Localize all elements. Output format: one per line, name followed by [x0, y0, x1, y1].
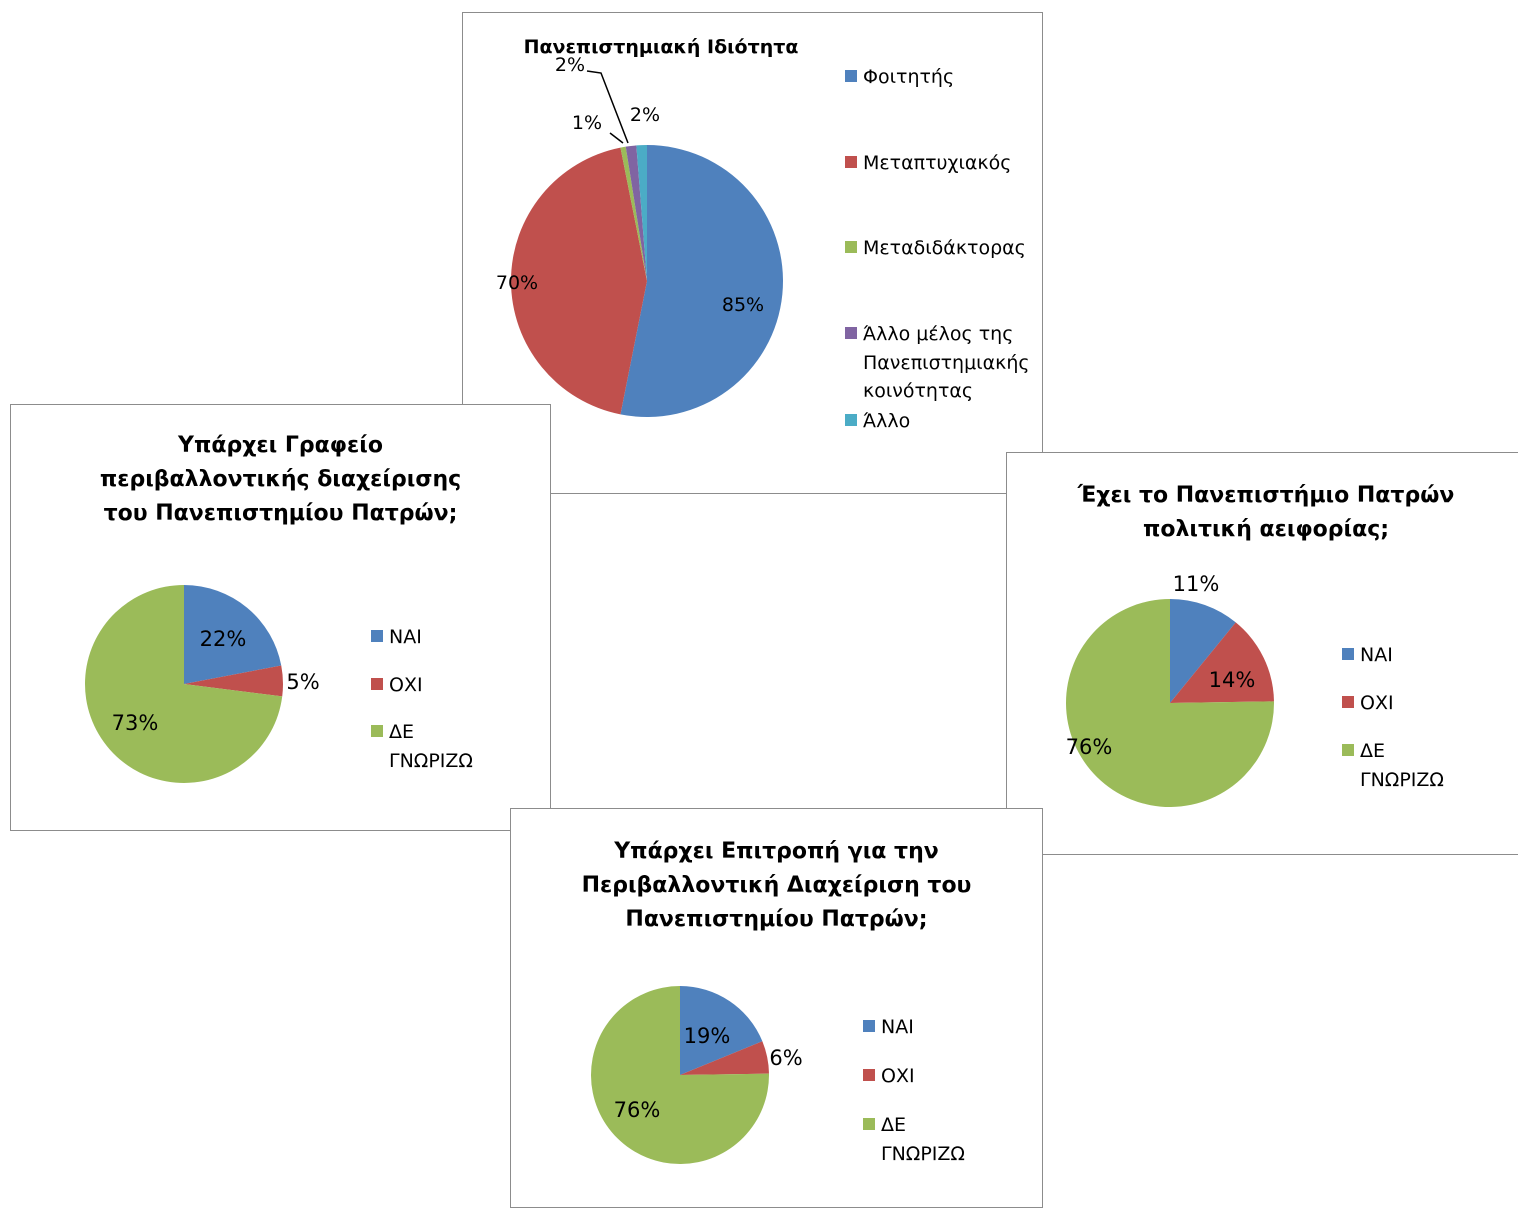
chart-title: Υπάρχει Γραφείο περιβαλλοντικής διαχείρι… — [99, 433, 462, 527]
chart-title: Έχει το Πανεπιστήμιο Πατρών πολιτική αει… — [1077, 483, 1455, 543]
pie-slice-2[interactable] — [1170, 622, 1274, 703]
pie-chart-grafeio: 22% 5% 73% — [85, 585, 320, 783]
pie-chart-aeiforia: 11% 14% 76% — [1066, 572, 1274, 807]
legend-item-metaptyxiakos[interactable]: Μεταπτυχιακός — [845, 149, 1011, 178]
chart-panel-grafeio: Υπάρχει Γραφείο περιβαλλοντικής διαχείρι… — [10, 404, 551, 831]
legend-label: ΝΑΙ — [1360, 644, 1393, 666]
leader-line — [609, 132, 624, 144]
chart-panel-aeiforia: Έχει το Πανεπιστήμιο Πατρών πολιτική αει… — [1006, 452, 1518, 855]
legend-label: ΟΧΙ — [881, 1065, 915, 1087]
legend-swatch — [863, 1117, 875, 1130]
chart-panel-idiotita: Πανεπιστημιακή Ιδιότητα 85% 70% 1% 2% 2% Φοι… — [462, 12, 1043, 494]
legend-label: ΟΧΙ — [1360, 692, 1394, 714]
legend-swatch — [845, 155, 857, 168]
pie-slice-1[interactable] — [184, 585, 282, 684]
legend-swatch — [845, 240, 857, 253]
pie-chart-idiotita: 85% 70% 1% 2% 2% — [496, 54, 783, 417]
legend-label: ΟΧΙ — [389, 674, 423, 696]
legend-item-de-gnorizo[interactable]: ΔΕ ΓΝΩΡΙΖΩ — [1342, 737, 1444, 794]
pie-slice-2[interactable] — [680, 1041, 769, 1075]
leader-line — [586, 70, 629, 144]
data-label: 85% — [722, 294, 764, 316]
data-label: 76% — [614, 1098, 661, 1122]
chart-title: Πανεπιστημιακή Ιδιότητα — [523, 36, 799, 58]
legend-label: ΝΑΙ — [389, 626, 422, 648]
pie-slice-1[interactable] — [680, 986, 763, 1075]
legend-swatch — [845, 69, 857, 82]
data-label: 2% — [630, 104, 660, 126]
legend-label: Άλλο — [863, 410, 911, 432]
data-label: 2% — [555, 54, 585, 76]
legend-item-de-gnorizo[interactable]: ΔΕ ΓΝΩΡΙΖΩ — [863, 1111, 965, 1168]
legend-swatch — [845, 413, 857, 426]
legend-label: ΔΕ ΓΝΩΡΙΖΩ — [881, 1114, 965, 1165]
pie-slice-1[interactable] — [620, 145, 783, 417]
legend-label: Άλλο μέλος της Πανεπιστημιακής κοινότητα… — [863, 323, 1030, 402]
legend-item-fititis[interactable]: Φοιτητής — [845, 63, 954, 92]
pie-slice-1[interactable] — [1170, 599, 1236, 703]
data-label: 76% — [1066, 735, 1113, 759]
legend-swatch — [1342, 695, 1354, 708]
legend-swatch — [1342, 743, 1354, 756]
legend-label: Μεταπτυχιακός — [863, 152, 1012, 174]
chart-panel-epitropi: Υπάρχει Επιτροπή για την Περιβαλλοντική … — [510, 808, 1043, 1208]
legend-label: Μεταδιδάκτορας — [863, 237, 1026, 259]
data-label: 70% — [496, 272, 538, 294]
legend-label: ΝΑΙ — [881, 1016, 914, 1038]
legend-item-oxi[interactable]: ΟΧΙ — [371, 671, 423, 700]
data-label: 11% — [1173, 572, 1220, 596]
pie-slice-2[interactable] — [184, 665, 283, 697]
legend-item-allo-melos[interactable]: Άλλο μέλος της Πανεπιστημιακής κοινότητα… — [845, 320, 1042, 406]
pie-chart-epitropi: 19% 6% 76% — [591, 986, 803, 1164]
pie-slice-3[interactable] — [591, 986, 769, 1164]
legend-item-nai[interactable]: ΝΑΙ — [371, 623, 422, 652]
legend-label: ΔΕ ΓΝΩΡΙΖΩ — [389, 721, 473, 772]
chart-title: Υπάρχει Επιτροπή για την Περιβαλλοντική … — [581, 839, 972, 933]
data-label: 73% — [112, 711, 159, 735]
legend-label: ΔΕ ΓΝΩΡΙΖΩ — [1360, 740, 1444, 791]
pie-slice-5[interactable] — [636, 145, 647, 281]
legend-item-allo[interactable]: Άλλο — [845, 407, 910, 436]
pie-slice-3[interactable] — [620, 146, 647, 281]
legend-swatch — [863, 1068, 875, 1081]
pie-slice-3[interactable] — [1066, 599, 1274, 807]
legend-item-metadidaktoras[interactable]: Μεταδιδάκτορας — [845, 234, 1026, 263]
legend-swatch — [1342, 647, 1354, 660]
pie-slice-3[interactable] — [85, 585, 283, 783]
legend-item-de-gnorizo[interactable]: ΔΕ ΓΝΩΡΙΖΩ — [371, 718, 473, 775]
legend-item-oxi[interactable]: ΟΧΙ — [863, 1062, 915, 1091]
legend-swatch — [845, 326, 857, 339]
legend-swatch — [371, 629, 383, 642]
legend-item-nai[interactable]: ΝΑΙ — [863, 1013, 914, 1042]
data-label: 19% — [684, 1024, 731, 1048]
data-label: 6% — [769, 1046, 802, 1070]
legend-label: Φοιτητής — [863, 66, 955, 88]
legend-item-oxi[interactable]: ΟΧΙ — [1342, 689, 1394, 718]
data-label: 5% — [286, 670, 319, 694]
legend-swatch — [371, 677, 383, 690]
pie-slice-2[interactable] — [510, 147, 647, 415]
data-label: 22% — [200, 627, 247, 651]
data-label: 1% — [572, 112, 602, 134]
pie-slice-4[interactable] — [625, 145, 647, 281]
legend-item-nai[interactable]: ΝΑΙ — [1342, 641, 1393, 670]
legend-swatch — [863, 1019, 875, 1032]
data-label: 14% — [1209, 668, 1256, 692]
legend-swatch — [371, 724, 383, 737]
